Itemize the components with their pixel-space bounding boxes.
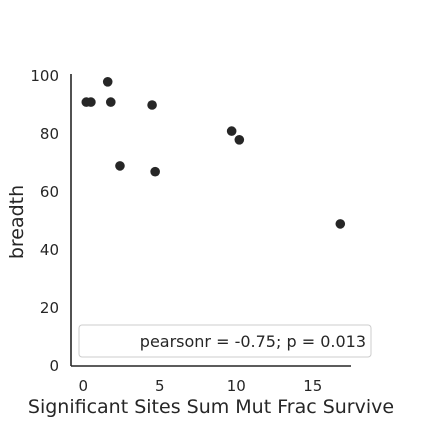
- x-axis-label: Significant Sites Sum Mut Frac Survive: [28, 396, 394, 418]
- data-point: [102, 77, 113, 87]
- data-point: [234, 135, 245, 145]
- y-tick-label: 100: [30, 67, 59, 85]
- data-point: [335, 219, 346, 229]
- x-ticks: 0 5 10 15: [78, 377, 322, 395]
- y-tick-label: 0: [49, 357, 59, 375]
- y-tick-label: 80: [40, 125, 59, 143]
- x-tick-label: 5: [155, 377, 165, 395]
- axes: [70, 74, 351, 367]
- y-tick-label: 60: [40, 183, 59, 201]
- y-axis-label: breadth: [6, 185, 28, 259]
- data-point: [105, 97, 116, 107]
- legend: pearsonr = -0.75; p = 0.013: [78, 324, 372, 358]
- data-point: [147, 100, 157, 110]
- data-point: [86, 97, 96, 107]
- x-tick-label: 10: [227, 377, 246, 395]
- legend-entry-text: pearsonr = -0.75; p = 0.013: [140, 332, 366, 351]
- y-ticks: 0 20 40 60 80 100: [30, 67, 59, 375]
- data-point: [150, 166, 160, 177]
- y-tick-label: 20: [40, 299, 59, 317]
- data-point: [115, 161, 125, 171]
- data-point: [226, 126, 237, 136]
- data-points: [81, 77, 346, 229]
- legend-box: [78, 324, 372, 358]
- x-tick-label: 15: [303, 377, 322, 395]
- x-tick-label: 0: [78, 377, 88, 395]
- y-tick-label: 40: [40, 241, 59, 259]
